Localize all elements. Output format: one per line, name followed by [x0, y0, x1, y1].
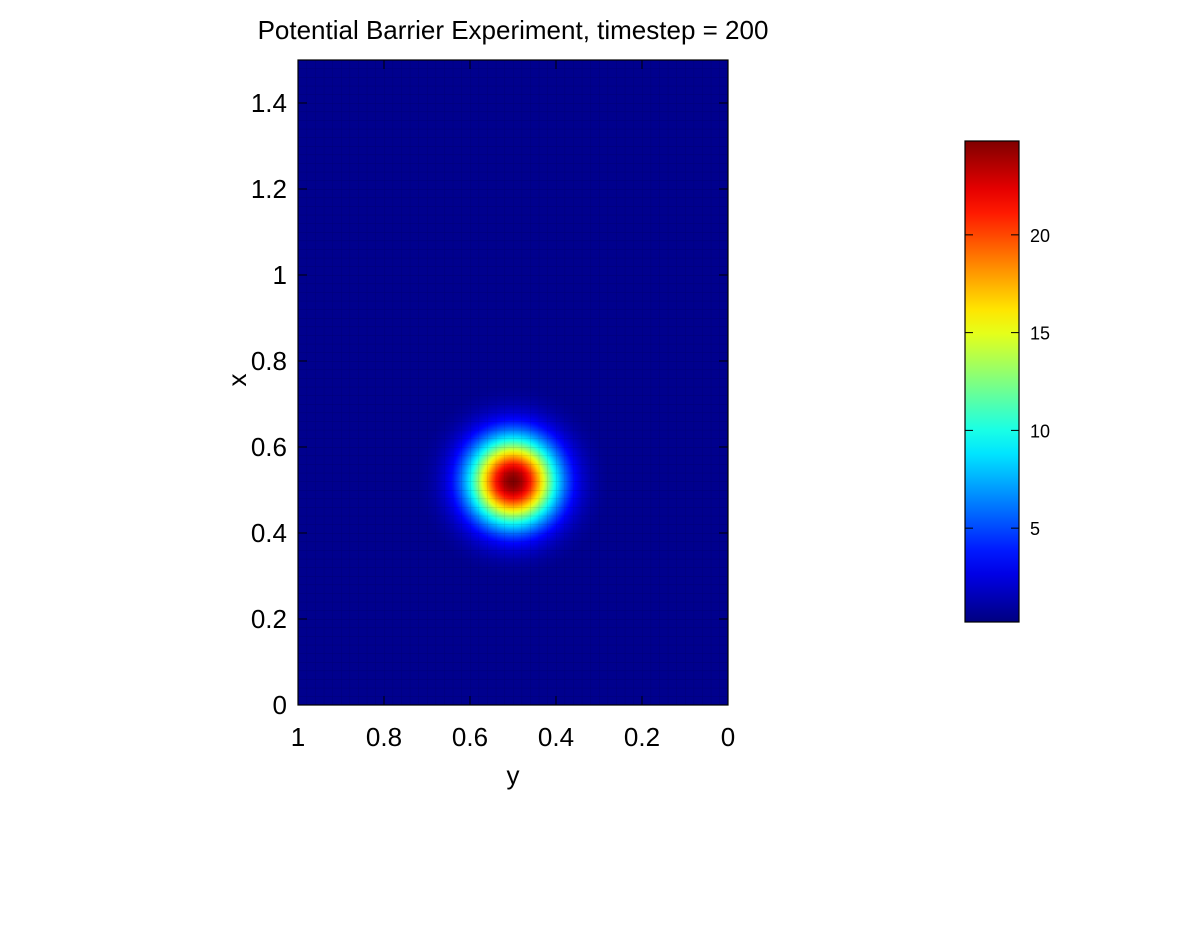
x-tick-label: 0.8: [366, 722, 402, 752]
y-tick-label: 1.2: [251, 174, 287, 204]
x-axis-label: y: [507, 760, 520, 790]
heatmap-plot-area: [297, 59, 729, 706]
colorbar-gradient: [965, 141, 1019, 622]
x-tick-label: 0.6: [452, 722, 488, 752]
colorbar-tick-label: 20: [1030, 226, 1050, 246]
x-tick-label: 0: [721, 722, 735, 752]
colorbar-tick-label: 5: [1030, 519, 1040, 539]
y-tick-label: 0.8: [251, 346, 287, 376]
y-tick-label: 0.2: [251, 604, 287, 634]
colorbar-tick-label: 15: [1030, 324, 1050, 344]
colorbar-tick-label: 10: [1030, 421, 1050, 441]
colorbar-frame: [964, 140, 1020, 623]
y-axis-ticks: 0 0.2 0.4 0.6 0.8 1 1.2 1.4: [251, 88, 728, 720]
x-tick-label: 0.2: [624, 722, 660, 752]
y-axis-label: x: [222, 374, 252, 387]
colorbar-ticks: 5 10 15 20: [965, 226, 1050, 539]
plot-frame: [297, 59, 729, 706]
x-axis-ticks: 1 0.8 0.6 0.4 0.2 0: [291, 60, 735, 752]
x-tick-label: 0.4: [538, 722, 574, 752]
x-tick-label: 1: [291, 722, 305, 752]
colorbar: 5 10 15 20: [964, 140, 1050, 623]
y-tick-label: 0.6: [251, 432, 287, 462]
y-tick-label: 0: [273, 690, 287, 720]
y-tick-label: 0.4: [251, 518, 287, 548]
y-tick-label: 1: [273, 260, 287, 290]
y-tick-label: 1.4: [251, 88, 287, 118]
chart-title: Potential Barrier Experiment, timestep =…: [258, 15, 769, 45]
heatmap-mesh-overlay: [298, 60, 728, 705]
